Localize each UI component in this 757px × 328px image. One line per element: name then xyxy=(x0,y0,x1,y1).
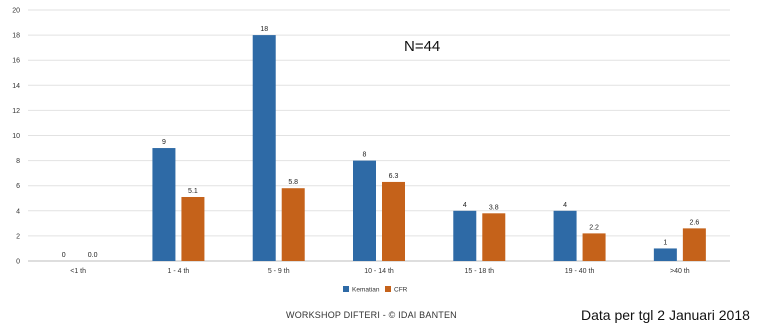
y-tick-label: 20 xyxy=(12,8,20,15)
data-label-cfr: 5.1 xyxy=(188,188,198,195)
bar-cfr xyxy=(482,213,506,261)
x-tick-label: 1 - 4 th xyxy=(168,268,190,275)
legend: Kematian CFR xyxy=(343,286,408,294)
bar-cfr xyxy=(181,196,205,261)
y-tick-label: 10 xyxy=(12,133,20,140)
bar-cfr xyxy=(382,181,405,261)
bar-kematian xyxy=(553,210,577,261)
x-tick-label: 15 - 18 th xyxy=(464,268,494,275)
y-tick-label: 18 xyxy=(12,33,20,40)
x-tick-label: 10 - 14 th xyxy=(364,268,394,275)
bar-cfr xyxy=(582,233,606,261)
workshop-footer: WORKSHOP DIFTERI - © IDAI BANTEN xyxy=(286,310,457,320)
bar-kematian xyxy=(152,148,176,261)
data-label-kematian: 8 xyxy=(363,152,367,159)
chart-annotation: N=44 xyxy=(404,38,441,55)
data-label-cfr: 3.8 xyxy=(489,204,499,211)
x-tick-label: <1 th xyxy=(70,268,86,275)
legend-swatch-cfr xyxy=(385,286,391,292)
data-label-cfr: 6.3 xyxy=(389,173,399,180)
bar-cfr xyxy=(281,188,305,261)
y-tick-label: 0 xyxy=(16,259,20,266)
x-tick-label: 19 - 40 th xyxy=(565,268,595,275)
data-label-kematian: 0 xyxy=(62,252,66,259)
bar-kematian xyxy=(353,160,376,261)
data-label-kematian: 9 xyxy=(162,139,166,146)
y-tick-label: 12 xyxy=(12,108,20,115)
data-label-cfr: 2.6 xyxy=(689,219,699,226)
bar-kematian xyxy=(252,35,276,261)
y-tick-label: 14 xyxy=(12,83,20,90)
bar-kematian xyxy=(453,210,477,261)
bars xyxy=(152,35,706,261)
y-tick-label: 8 xyxy=(16,158,20,165)
data-labels: 0 0.0 9 5.1 18 5.8 8 6.3 4 3.8 4 2.2 1 2.6 xyxy=(62,26,700,259)
legend-label-cfr: CFR xyxy=(394,287,408,294)
gridlines xyxy=(28,9,730,262)
date-note: Data per tgl 2 Januari 2018 xyxy=(581,307,750,323)
data-label-cfr: 2.2 xyxy=(589,224,599,231)
y-axis-ticks: 0 2 4 6 8 10 12 14 16 18 20 xyxy=(12,8,20,266)
data-label-kematian: 1 xyxy=(663,239,667,246)
y-tick-label: 2 xyxy=(16,233,20,240)
data-label-cfr: 0.0 xyxy=(88,252,98,259)
data-label-kematian: 4 xyxy=(563,202,567,209)
x-tick-label: 5 - 9 th xyxy=(268,268,290,275)
x-tick-label: >40 th xyxy=(670,268,690,275)
data-label-cfr: 5.8 xyxy=(288,179,298,186)
bar-kematian xyxy=(653,248,677,261)
data-label-kematian: 18 xyxy=(260,26,268,33)
legend-label-kematian: Kematian xyxy=(352,287,380,294)
data-label-kematian: 4 xyxy=(463,202,467,209)
y-tick-label: 16 xyxy=(12,58,20,65)
bar-cfr xyxy=(682,228,706,261)
x-axis-labels: <1 th 1 - 4 th 5 - 9 th 10 - 14 th 15 - 18 t… xyxy=(70,268,690,275)
y-tick-label: 6 xyxy=(16,183,20,190)
legend-swatch-kematian xyxy=(343,286,349,292)
y-tick-label: 4 xyxy=(16,208,20,215)
